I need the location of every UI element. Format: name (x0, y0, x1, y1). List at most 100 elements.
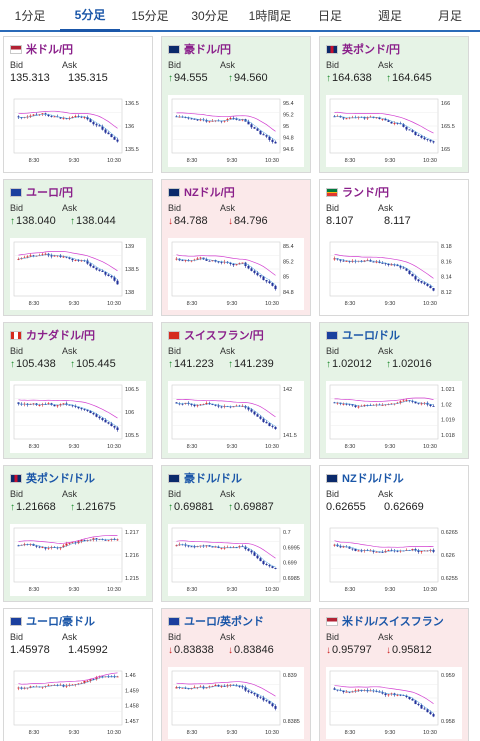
tab-timeframe[interactable]: 1分足 (14, 8, 46, 23)
candle-body (414, 276, 417, 280)
currency-pair-link[interactable]: 豪ドル/円 (184, 44, 232, 56)
tab-timeframe[interactable]: 週足 (377, 8, 402, 23)
currency-pair-link[interactable]: カナダドル/円 (26, 330, 96, 342)
rate-card[interactable]: ユーロ/英ポンド Bid Ask ↓ 0.83838 ↓ 0.83846 0.839 0.838… (161, 608, 311, 741)
moving-average-line (176, 399, 276, 418)
rate-card[interactable]: NZドル/円 Bid Ask ↓ 84.788 ↓ 84.796 85.4 85.2 85 84.8… (161, 179, 311, 316)
rate-card[interactable]: ユーロ/豪ドル Bid Ask 1.45978 1.45992 1.46 1.459 1.45… (3, 608, 153, 741)
y-tick-label: 0.8385 (283, 719, 300, 725)
mini-chart[interactable]: 0.839 0.8385 8:30 9:30 10:30 (168, 667, 304, 739)
candle-body (414, 131, 417, 136)
bid-value: 1.21668 (16, 501, 56, 513)
x-tick-label: 9:30 (69, 730, 80, 736)
mini-chart[interactable]: 1.021 1.02 1.019 1.018 8:30 9:30 10:30 (326, 381, 462, 453)
rate-card[interactable]: 英ポンド/円 Bid Ask ↑ 164.638 ↑ 164.645 166 165.5 165 8… (319, 36, 469, 173)
candle-body (17, 116, 20, 118)
tab-timeframe[interactable]: 月足 (437, 8, 462, 23)
y-tick-label: 1.019 (441, 418, 455, 424)
price-row: 0.62655 0.62669 (326, 501, 462, 513)
currency-pair-link[interactable]: 豪ドル/ドル (184, 473, 243, 485)
rate-card[interactable]: 米ドル/円 Bid Ask 135.313 135.315 136.5 136 135.5 8:… (3, 36, 153, 173)
mini-chart[interactable]: 142 141.5 8:30 9:30 10:30 (168, 381, 304, 453)
currency-pair-link[interactable]: NZドル/円 (184, 187, 235, 199)
candle-body (62, 118, 65, 120)
candle-body (113, 277, 116, 281)
rate-card[interactable]: NZドル/ドル Bid Ask 0.62655 0.62669 0.6265 0.626 0.… (319, 465, 469, 602)
rate-card[interactable]: ランド/円 Bid Ask 8.107 8.117 8.18 8.16 8.14 8.12 8:3… (319, 179, 469, 316)
currency-pair-link[interactable]: 英ポンド/円 (342, 44, 401, 56)
mini-chart[interactable]: 0.959 0.958 8:30 9:30 10:30 (326, 667, 462, 739)
tab-timeframe[interactable]: 5分足 (60, 0, 120, 32)
tab-timeframe[interactable]: 日足 (317, 8, 342, 23)
mini-chart[interactable]: 95.4 95.2 95 94.8 94.6 8:30 9:30 10:30 (168, 95, 304, 167)
mini-chart[interactable]: 106.5 106 105.5 8:30 9:30 10:30 (10, 381, 146, 453)
mini-chart[interactable]: 1.46 1.459 1.458 1.457 8:30 9:30 10:30 (10, 667, 146, 739)
currency-pair-link[interactable]: ユーロ/ドル (342, 330, 401, 342)
rate-card[interactable]: スイスフラン/円 Bid Ask ↑ 141.223 ↑ 141.239 142 141.5 8:… (161, 322, 311, 459)
arrow-up-icon: ↑ (70, 359, 75, 370)
rate-card[interactable]: 豪ドル/円 Bid Ask ↑ 94.555 ↑ 94.560 95.4 95.2 95 94.8 9… (161, 36, 311, 173)
rate-card[interactable]: ユーロ/円 Bid Ask ↑ 138.040 ↑ 138.044 139 138.5 138 8:… (3, 179, 153, 316)
candle-body (247, 121, 250, 125)
mini-chart[interactable]: 85.4 85.2 85 84.8 8:30 9:30 10:30 (168, 238, 304, 310)
y-tick-label: 0.959 (441, 673, 455, 679)
currency-pair-link[interactable]: ユーロ/豪ドル (26, 616, 96, 628)
candle-body (220, 262, 223, 264)
ask-label: Ask (62, 632, 78, 642)
tab-timeframe[interactable]: 15分足 (131, 8, 169, 23)
ask-label: Ask (220, 632, 236, 642)
currency-pair-link[interactable]: スイスフラン/円 (184, 330, 264, 342)
currency-pair-link[interactable]: 米ドル/円 (26, 44, 74, 56)
short-average-line (176, 258, 276, 286)
short-average-line (18, 538, 118, 548)
rate-card[interactable]: カナダドル/円 Bid Ask ↑ 105.438 ↑ 105.445 106.5 106 105… (3, 322, 153, 459)
candle-body (399, 266, 402, 268)
arrow-down-icon: ↓ (168, 645, 173, 656)
tab-timeframe[interactable]: 30分足 (191, 8, 229, 23)
candle-body (107, 274, 110, 276)
candle-body (432, 141, 435, 143)
ask-price: ↑ 105.445 (70, 358, 116, 370)
bid-price: 8.107 (326, 215, 378, 227)
currency-pair-link[interactable]: 米ドル/スイスフラン (342, 616, 444, 628)
currency-pair-link[interactable]: ユーロ/円 (26, 187, 74, 199)
card-header: 英ポンド/円 (326, 42, 462, 56)
card-header: ユーロ/豪ドル (10, 614, 146, 628)
candle-body (423, 137, 426, 140)
bid-ask-labels: Bid Ask (326, 489, 462, 499)
tab-timeframe[interactable]: 1時間足 (248, 8, 292, 23)
currency-pair-link[interactable]: ユーロ/英ポンド (184, 616, 265, 628)
candle-body (250, 550, 253, 553)
eu-flag-icon (326, 330, 338, 340)
mini-chart[interactable]: 1.217 1.216 1.215 8:30 9:30 10:30 (10, 524, 146, 596)
arrow-down-icon: ↓ (228, 645, 233, 656)
mini-chart[interactable]: 139 138.5 138 8:30 9:30 10:30 (10, 238, 146, 310)
candle-body (250, 124, 253, 128)
currency-pair-link[interactable]: 英ポンド/ドル (26, 473, 96, 485)
mini-chart[interactable]: 166 165.5 165 8:30 9:30 10:30 (326, 95, 462, 167)
candle-body (56, 405, 59, 407)
candle-body (220, 686, 223, 687)
bid-label: Bid (326, 632, 340, 642)
currency-pair-link[interactable]: ランド/円 (342, 187, 390, 199)
currency-pair-link[interactable]: NZドル/ドル (342, 473, 404, 485)
mini-chart[interactable]: 136.5 136 135.5 8:30 9:30 10:30 (10, 95, 146, 167)
gb-flag-icon (326, 44, 338, 54)
candle-body (110, 275, 113, 278)
rate-card[interactable]: ユーロ/ドル Bid Ask ↑ 1.02012 ↑ 1.02016 1.021 1.02 1.0… (319, 322, 469, 459)
mini-chart[interactable]: 0.6265 0.626 0.6255 8:30 9:30 10:30 (326, 524, 462, 596)
candle-body (390, 264, 393, 266)
arrow-down-icon: ↓ (228, 216, 233, 227)
candlestick-chart: 85.4 85.2 85 84.8 8:30 9:30 10:30 (171, 241, 294, 307)
mini-chart[interactable]: 0.7 0.6995 0.699 0.6985 8:30 9:30 10:30 (168, 524, 304, 596)
rate-card[interactable]: 米ドル/スイスフラン Bid Ask ↓ 0.95797 ↓ 0.95812 0.959 0.9… (319, 608, 469, 741)
candle-body (333, 688, 336, 690)
candle-body (259, 416, 262, 419)
candle-body (53, 404, 56, 407)
mini-chart[interactable]: 8.18 8.16 8.14 8.12 8:30 9:30 10:30 (326, 238, 462, 310)
bid-ask-labels: Bid Ask (168, 60, 304, 70)
rate-card[interactable]: 英ポンド/ドル Bid Ask ↑ 1.21668 ↑ 1.21675 1.217 1.216 1… (3, 465, 153, 602)
ask-price: ↑ 1.02016 (386, 358, 432, 370)
candle-body (414, 401, 417, 404)
rate-card[interactable]: 豪ドル/ドル Bid Ask ↑ 0.69881 ↑ 0.69887 0.7 0.6995 0.6… (161, 465, 311, 602)
